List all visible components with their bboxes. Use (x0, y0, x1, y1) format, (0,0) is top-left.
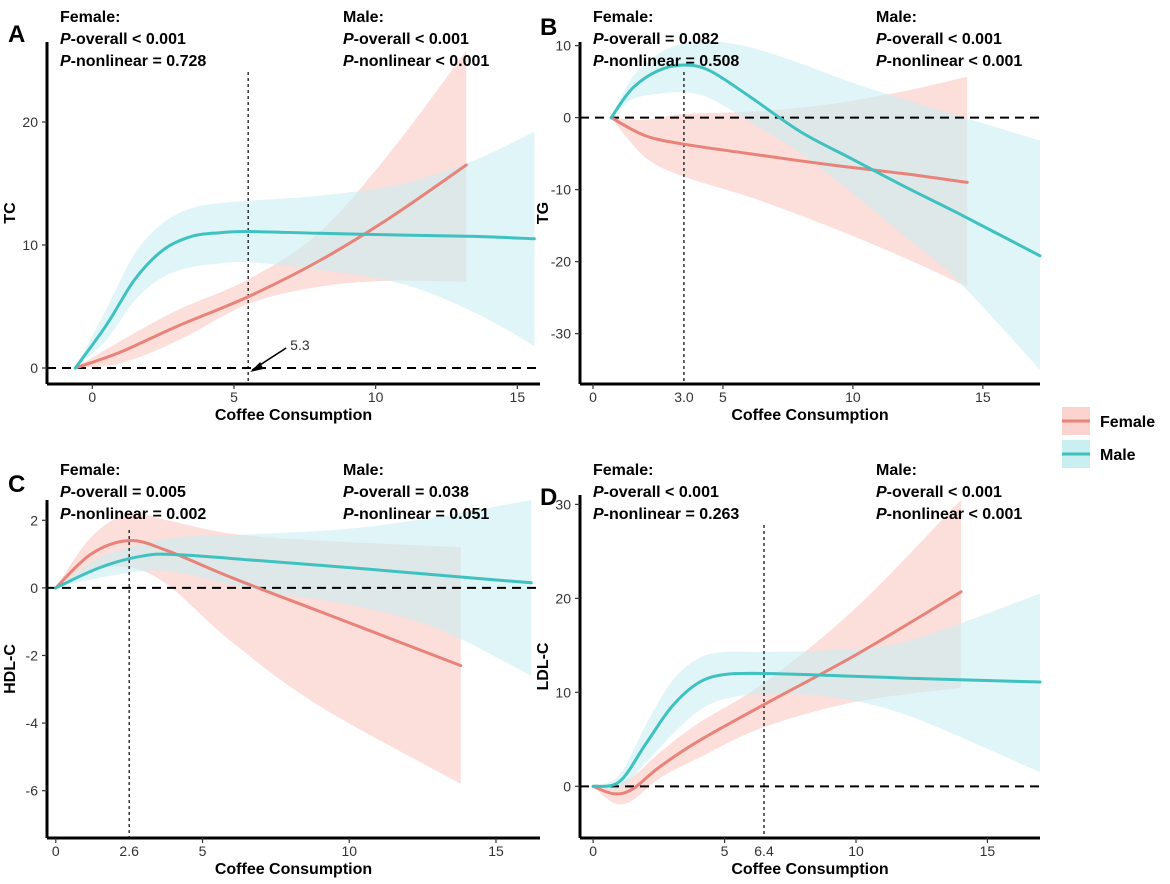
female-stats-line: P-nonlinear = 0.508 (593, 53, 739, 70)
y-tick-label: 10 (22, 237, 38, 253)
female-stats-line: P-nonlinear = 0.728 (60, 53, 206, 70)
male-stats-line: Male: (876, 9, 917, 26)
annotation-label: 5.3 (290, 337, 310, 353)
x-axis-title: Coffee Consumption (731, 861, 888, 878)
series-line-male (609, 63, 1042, 258)
panel-d: 0 5 10 15 0 10 20 30 6.4 Coffee Consumption LDL-C D… (535, 462, 1042, 878)
y-tick-label: 10 (555, 684, 571, 700)
y-tick-label: 30 (555, 496, 571, 512)
panel-label-b: B (540, 14, 557, 41)
y-tick-label: -2 (26, 647, 39, 663)
panel-b: 0 5 10 15 10 0 -10 -20 -30 3.0 Coffee Consumption T… (535, 9, 1042, 424)
y-tick-label: 2 (30, 512, 38, 528)
panel-label-c: C (8, 471, 25, 498)
female-stats-line: P-overall = 0.005 (60, 484, 186, 501)
panel-label-a: A (8, 21, 25, 48)
female-stats-line: P-nonlinear = 0.002 (60, 506, 206, 523)
x-tick-label: 0 (52, 843, 60, 859)
y-tick-label: 20 (555, 590, 571, 606)
x-tick-label: 15 (510, 389, 526, 405)
y-axis-title: TC (2, 202, 19, 224)
male-stats-line: P-overall < 0.001 (876, 484, 1002, 501)
male-stats-line: Male: (876, 462, 917, 479)
female-stats-line: Female: (593, 462, 653, 479)
male-stats-line: P-overall = 0.038 (343, 484, 469, 501)
ci-band-male (611, 41, 1040, 370)
series-line-female (73, 163, 468, 370)
x-tick-label: 5 (721, 843, 729, 859)
panel-label-d: D (540, 484, 557, 511)
female-stats-line: P-overall < 0.001 (60, 31, 186, 48)
y-tick-label: 0 (30, 580, 38, 596)
x-tick-label: 0 (589, 843, 597, 859)
y-tick-label: -30 (551, 326, 571, 342)
reference-x-tick-label: 6.4 (754, 843, 774, 859)
y-tick-label: 0 (30, 360, 38, 376)
x-tick-label: 10 (368, 389, 384, 405)
x-tick-label: 0 (589, 389, 597, 405)
series-line-male (73, 229, 536, 370)
y-tick-label: -6 (26, 783, 39, 799)
y-tick-label: 0 (563, 778, 571, 794)
legend-label-female: Female (1100, 414, 1155, 431)
male-stats-line: P-nonlinear < 0.001 (876, 506, 1022, 523)
y-axis-title: HDL-C (2, 644, 19, 694)
x-axis-title: Coffee Consumption (731, 407, 888, 424)
female-stats-line: Female: (60, 9, 120, 26)
y-tick-label: 0 (563, 110, 571, 126)
x-tick-label: 0 (88, 389, 96, 405)
female-stats-line: Female: (60, 462, 120, 479)
ci-band-male (593, 593, 1040, 790)
y-tick-label: -10 (551, 182, 571, 198)
y-axis-title: TG (535, 202, 552, 224)
x-tick-label: 10 (341, 843, 357, 859)
x-tick-label: 15 (488, 843, 504, 859)
annotation-arrow-head (250, 362, 264, 373)
male-stats-line: P-nonlinear = 0.051 (343, 506, 489, 523)
series-line-female (609, 116, 969, 184)
x-axis-title: Coffee Consumption (215, 861, 372, 878)
y-tick-label: -4 (26, 715, 39, 731)
x-tick-label: 10 (845, 389, 861, 405)
y-tick-label: -20 (551, 254, 571, 270)
ci-band-male (75, 131, 535, 368)
female-stats-line: P-nonlinear = 0.263 (593, 506, 739, 523)
male-stats-line: P-overall < 0.001 (876, 31, 1002, 48)
x-tick-label: 15 (980, 843, 996, 859)
panel-a: 0 5 10 15 0 10 20 Coffee Consumption TC A Female: P… (2, 9, 540, 424)
series-line-male (54, 552, 533, 590)
y-tick-label: 10 (555, 38, 571, 54)
x-tick-label: 5 (199, 843, 207, 859)
female-stats-line: Female: (593, 9, 653, 26)
x-tick-label: 5 (230, 389, 238, 405)
male-stats-line: P-nonlinear < 0.001 (876, 53, 1022, 70)
x-tick-label: 5 (719, 389, 727, 405)
x-tick-label: 10 (848, 843, 864, 859)
x-axis-title: Coffee Consumption (215, 407, 372, 424)
male-stats-line: Male: (343, 462, 384, 479)
female-stats-line: P-overall = 0.082 (593, 31, 719, 48)
male-stats-line: Male: (343, 9, 384, 26)
male-stats-line: P-overall < 0.001 (343, 31, 469, 48)
reference-x-tick-label: 2.6 (119, 843, 139, 859)
series-line-female (591, 590, 963, 796)
y-tick-label: 20 (22, 114, 38, 130)
series-line-female (54, 539, 463, 668)
y-axis-title: LDL-C (535, 642, 552, 690)
series-line-male (591, 671, 1042, 788)
male-stats-line: P-nonlinear < 0.001 (343, 53, 489, 70)
x-tick-label: 15 (975, 389, 991, 405)
female-stats-line: P-overall < 0.001 (593, 484, 719, 501)
legend-label-male: Male (1100, 447, 1136, 464)
reference-x-tick-label: 3.0 (674, 389, 694, 405)
legend: Female Male (1062, 407, 1155, 468)
